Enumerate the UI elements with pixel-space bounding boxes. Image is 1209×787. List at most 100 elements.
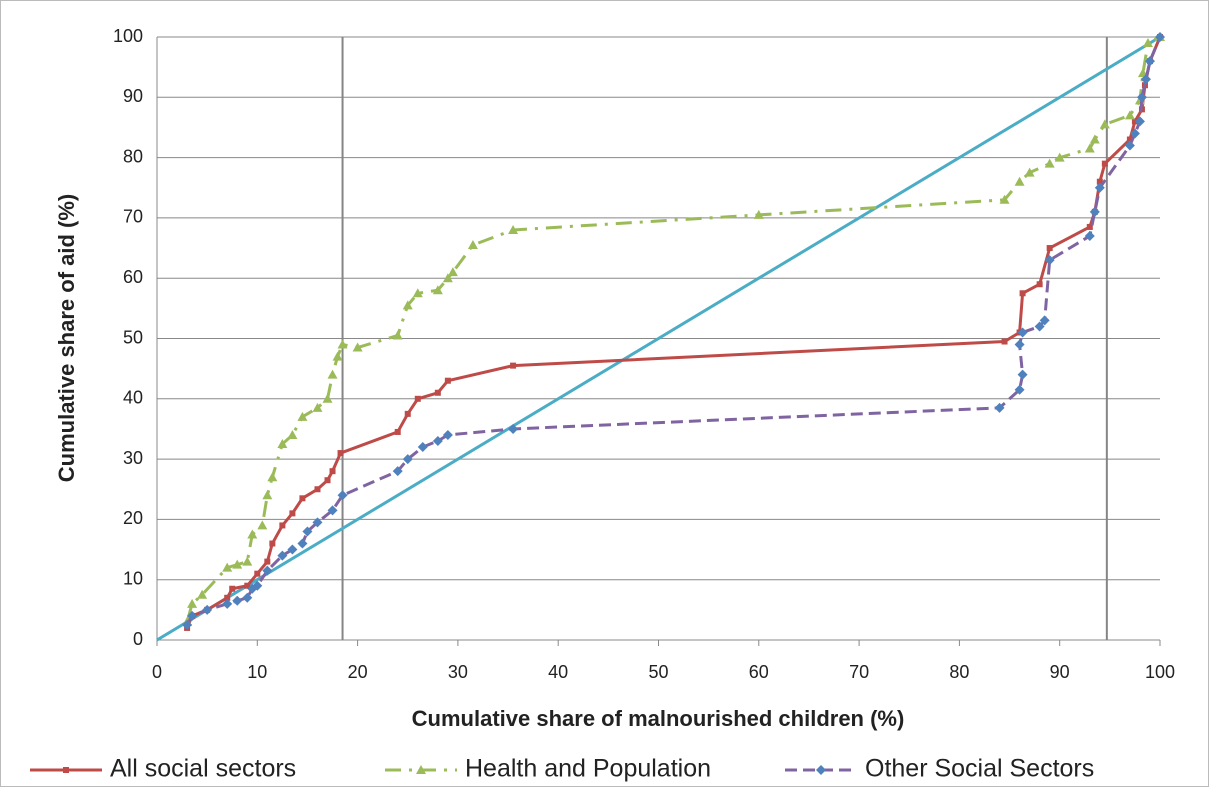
marker	[1001, 338, 1008, 345]
marker	[182, 619, 193, 630]
marker	[1014, 384, 1025, 395]
x-tick-label: 0	[152, 662, 162, 682]
marker	[442, 429, 453, 440]
marker	[402, 300, 413, 310]
marker	[299, 495, 306, 502]
y-tick-label: 80	[123, 146, 143, 166]
marker	[1036, 281, 1043, 288]
marker	[1142, 38, 1153, 48]
y-tick-label: 10	[123, 568, 143, 588]
marker	[187, 610, 198, 621]
marker	[1084, 143, 1095, 153]
marker	[224, 594, 231, 601]
marker	[417, 442, 428, 453]
marker	[324, 477, 331, 484]
marker	[1039, 315, 1050, 326]
marker	[262, 565, 273, 576]
marker	[254, 570, 261, 577]
marker	[442, 273, 453, 283]
marker	[1144, 56, 1155, 67]
x-tick-label: 30	[448, 662, 468, 682]
marker	[1136, 92, 1147, 103]
marker	[297, 411, 308, 421]
y-tick-label: 90	[123, 86, 143, 106]
marker	[1014, 339, 1025, 350]
y-tick-label: 50	[123, 327, 143, 347]
equality-line	[156, 35, 1161, 642]
marker	[232, 559, 243, 569]
x-tick-label: 70	[849, 662, 869, 682]
marker	[327, 369, 338, 379]
marker	[242, 556, 253, 566]
marker	[329, 468, 336, 475]
marker	[242, 592, 253, 603]
marker	[1099, 119, 1110, 129]
marker	[277, 550, 288, 561]
legend-marker	[816, 765, 826, 775]
y-tick-label: 70	[123, 207, 143, 227]
x-tick-label: 10	[247, 662, 267, 682]
marker	[1155, 32, 1165, 42]
marker	[467, 240, 478, 250]
marker	[252, 580, 263, 591]
marker	[414, 395, 421, 402]
marker	[1017, 327, 1028, 338]
y-tick-label: 0	[133, 629, 143, 649]
marker	[1096, 178, 1103, 185]
marker	[1129, 128, 1140, 139]
marker	[327, 505, 338, 516]
marker	[1089, 134, 1100, 144]
marker	[392, 330, 403, 340]
legend-label: Other Social Sectors	[865, 755, 1094, 783]
marker	[257, 520, 268, 530]
marker	[1024, 167, 1035, 177]
marker	[999, 194, 1010, 204]
x-tick-label: 60	[749, 662, 769, 682]
marker	[1134, 116, 1145, 127]
marker	[269, 540, 276, 547]
marker	[392, 466, 403, 477]
marker	[264, 558, 271, 565]
marker	[1124, 110, 1135, 120]
legend-label: Health and Population	[465, 755, 711, 783]
marker	[289, 510, 296, 517]
marker	[352, 342, 363, 352]
marker	[337, 339, 348, 349]
marker	[332, 351, 343, 361]
legend-label: All social sectors	[110, 755, 296, 783]
marker	[1101, 160, 1108, 167]
marker	[434, 389, 441, 396]
marker	[994, 402, 1005, 413]
marker	[1084, 230, 1095, 241]
y-tick-label: 100	[113, 26, 143, 46]
marker	[432, 285, 443, 295]
marker	[1126, 136, 1133, 143]
marker	[202, 604, 213, 615]
marker	[1044, 255, 1055, 266]
marker	[1089, 206, 1100, 217]
marker	[1044, 158, 1055, 168]
marker	[297, 538, 308, 549]
marker	[337, 450, 344, 457]
marker	[337, 490, 348, 501]
marker	[1046, 245, 1053, 252]
marker	[1034, 321, 1045, 332]
marker	[753, 209, 764, 219]
y-tick-label: 20	[123, 508, 143, 528]
marker	[222, 598, 233, 609]
marker	[508, 423, 519, 434]
y-tick-label: 60	[123, 267, 143, 287]
marker	[279, 522, 286, 529]
marker	[510, 362, 517, 369]
legend-marker	[63, 767, 69, 773]
marker	[1054, 152, 1065, 162]
marker	[1017, 369, 1028, 380]
marker	[1124, 140, 1135, 151]
marker	[262, 490, 273, 500]
marker	[229, 585, 236, 592]
marker	[267, 472, 278, 482]
marker	[312, 402, 323, 412]
marker	[287, 544, 298, 555]
marker	[447, 267, 458, 277]
